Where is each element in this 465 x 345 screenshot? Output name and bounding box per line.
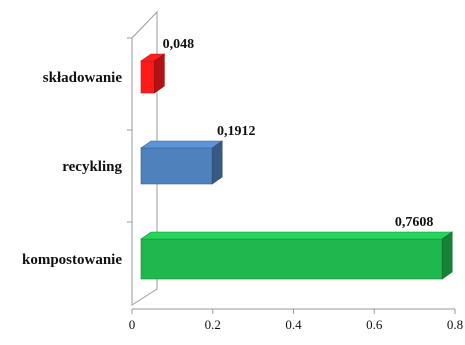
x-tick-label: 0.6 (366, 317, 383, 332)
chart-labels: 0 0.2 0.4 0.6 0.8 składowanie 0,048 recykling 0,… (22, 37, 463, 332)
chart-axes (127, 10, 456, 314)
bar (140, 60, 155, 94)
data-label: 0,048 (163, 37, 195, 52)
x-tick-label: 0.8 (447, 317, 463, 332)
bar-top-face (140, 231, 454, 240)
category-label: składowanie (43, 70, 123, 86)
bar-top-face (140, 140, 224, 149)
category-label: recykling (62, 159, 122, 175)
x-tick-label: 0.2 (205, 317, 221, 332)
chart-bars (140, 53, 454, 280)
data-label: 0,1912 (217, 124, 256, 139)
data-label: 0,7608 (395, 215, 434, 230)
bar-side-face (211, 140, 223, 185)
bar-side-face (154, 53, 165, 94)
x-tick-label: 0.4 (285, 317, 302, 332)
side-wall (131, 10, 158, 306)
bar (140, 147, 213, 185)
category-label: kompostowanie (22, 252, 122, 268)
bar (140, 238, 443, 280)
x-tick-label: 0 (129, 317, 136, 332)
bar-side-face (441, 231, 453, 280)
